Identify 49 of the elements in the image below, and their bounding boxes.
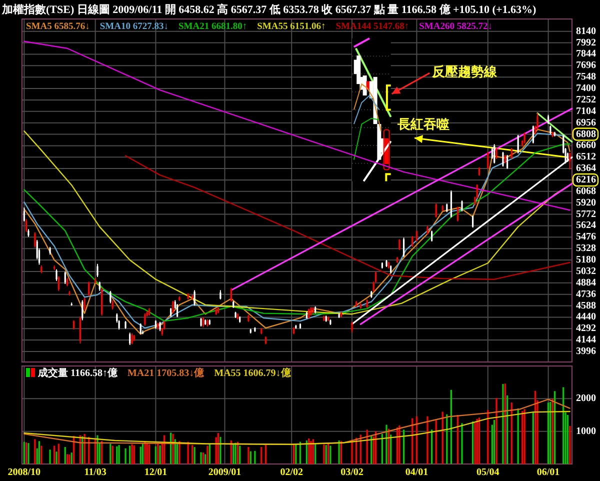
y-tick-label: 5476 [576,232,596,243]
legend-label: 成交量 1166.58↑億 [37,367,118,379]
y-tick-label: 7548 [576,72,596,83]
y-tick-label: 3996 [576,346,596,357]
y-tick-label: 5180 [576,254,596,266]
chart-title: 加權指數(TSE) 日線圖 2009/06/11 開 6458.62 高 6567.37 低 6353.78 收 6567.37 點 量 1166.58 億 +105.10 (+1.63%) [1,3,536,16]
y-tick-label: 7992 [576,37,596,48]
y-tick-label: 1000 [576,426,596,437]
x-tick-label: 2009/01 [208,467,242,478]
y-tick-label: 7104 [576,106,596,117]
x-tick-label: 05/04 [476,467,500,478]
x-tick-label: 11/03 [84,467,106,478]
y-tick-label: 5624 [576,220,596,232]
line-series [24,40,570,211]
x-tick-label: 03/02 [340,467,364,478]
y-tick-label: 8140 [576,26,596,37]
y-tick-label: 4588 [576,300,596,312]
y-tick-label: 6808 [576,128,596,140]
x-tick-label: 12/01 [144,467,168,478]
y-tick-label: 6512 [576,152,596,163]
line-series [24,410,570,445]
y-tick-label: 7844 [576,48,596,60]
y-tick-label: 6068 [576,186,596,197]
x-tick-label: 02/02 [280,467,303,478]
y-tick-label: 7252 [576,94,596,106]
annotation: 長紅吞噬 [396,116,450,132]
y-tick-label: 6956 [576,117,596,128]
y-tick-label: 5328 [576,243,596,254]
y-tick-label: 4736 [576,288,596,300]
x-tick-label: 06/01 [536,467,560,478]
y-tick-label: 6216 [576,174,596,186]
x-tick-label: 2008/10 [8,467,41,478]
y-tick-label: 4144 [576,334,596,346]
x-tick-label: 04/01 [405,467,428,478]
y-tick-label: 6364 [576,163,596,174]
y-tick-label: 4884 [576,277,596,288]
line-series [124,155,570,280]
legend: 成交量 1166.58↑億 MA21 1705.83↓億 MA55 1606.79↓億 [26,368,291,379]
legend: SMA5 6585.76↓ SMA10 6727.83↓ SMA21 6681.80↑ SMA55 6151.06↑ SMA144 5147.68↑ SMA260 5825.72↓ [26,22,492,32]
y-tick-label: 5772 [576,208,596,220]
y-tick-label: 5920 [576,197,596,208]
y-tick-label: 2000 [576,393,596,404]
y-tick-label: 6660 [576,140,596,152]
y-tick-label: 4440 [576,312,596,323]
y-tick-label: 7400 [576,83,596,94]
y-tick-label: 4292 [576,323,596,334]
y-tick-label: 7696 [576,60,596,72]
y-tick-label: 5032 [576,266,596,277]
annotation: 反壓趨勢線 [430,64,498,80]
